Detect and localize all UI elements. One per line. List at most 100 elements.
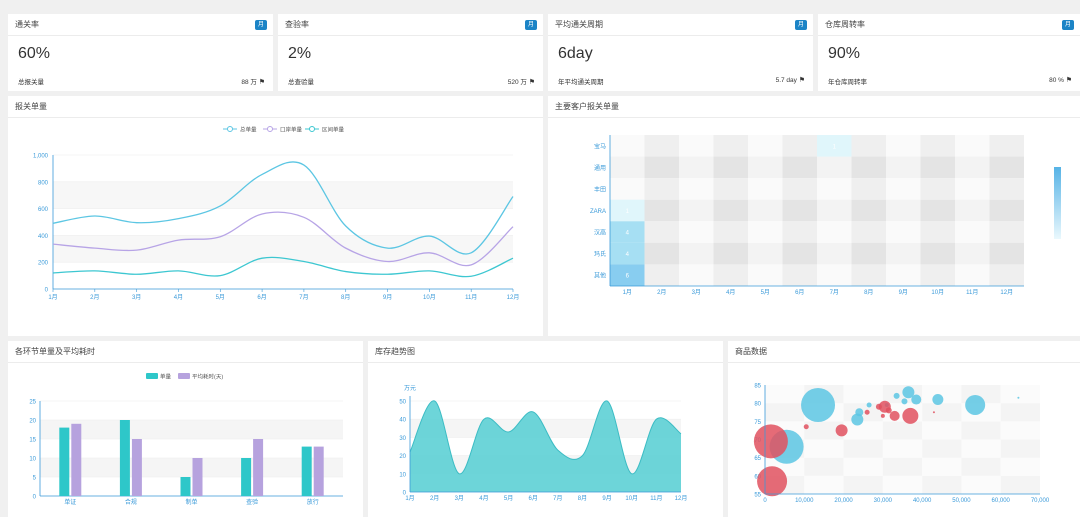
x-tick-label: 60,000	[992, 498, 1011, 504]
grid-cell	[922, 457, 962, 476]
heat-bg-cell	[955, 178, 990, 200]
grid-cell	[1000, 475, 1040, 494]
legend-label: 区间单量	[322, 126, 345, 134]
x-tick-label: 4月	[726, 289, 735, 296]
bubble-0	[902, 386, 915, 399]
x-tick-label: 6月	[257, 294, 266, 301]
heat-bg-cell	[989, 264, 1024, 286]
kpi-figure: 88 万	[241, 79, 257, 86]
heat-bg-cell	[989, 242, 1024, 265]
bubble-0	[911, 394, 922, 405]
heat-bg-cell	[748, 135, 783, 157]
heat-bg-cell	[817, 178, 852, 200]
heat-bg-cell	[886, 221, 921, 243]
period-badge[interactable]: 月	[1062, 20, 1074, 30]
heat-bg-cell	[920, 221, 955, 243]
bubble-0	[901, 398, 908, 405]
panel-title: 库存趋势图	[368, 341, 723, 363]
heat-bg-cell	[782, 264, 817, 286]
heat-bg-cell	[644, 156, 679, 179]
period-badge[interactable]: 月	[525, 20, 537, 30]
y-tick-label: 10	[29, 457, 36, 463]
y-tick-label: 玛氏	[594, 250, 606, 258]
x-tick-label: 70,000	[1031, 498, 1050, 504]
heat-bg-cell	[644, 221, 679, 243]
kpi-title: 通关率	[8, 14, 273, 36]
heat-bg-cell	[782, 156, 817, 179]
kpi-card-inspection: 查验率 月 2% 总查验量 520 万 ⚑	[278, 14, 543, 91]
bubble-1	[932, 411, 935, 414]
visual-map-bar	[1054, 167, 1061, 239]
bar-0	[241, 458, 252, 496]
heat-bg-cell	[679, 264, 714, 286]
y-tick-label: 10	[399, 472, 406, 478]
bubble-1	[864, 409, 870, 415]
bar-0	[180, 477, 191, 496]
bubble-1	[803, 424, 809, 430]
x-tick-label: 制单	[185, 498, 197, 506]
y-tick-label: 800	[38, 180, 49, 186]
period-badge[interactable]: 月	[795, 20, 807, 30]
y-axis-unit: 万元	[404, 385, 416, 392]
heat-bg-cell	[644, 135, 679, 157]
x-tick-label: 8月	[864, 289, 873, 296]
x-tick-label: 9月	[383, 294, 392, 301]
y-tick-label: 25	[29, 400, 36, 406]
x-tick-label: 10月	[931, 289, 944, 296]
kpi-value: 60%	[18, 45, 51, 62]
y-tick-label: ZARA	[590, 209, 606, 215]
y-tick-label: 50	[399, 400, 406, 406]
period-badge[interactable]: 月	[255, 20, 267, 30]
heat-bg-cell	[713, 156, 748, 179]
x-tick-label: 6月	[795, 289, 804, 296]
heat-bg-cell	[610, 135, 645, 157]
heat-bg-cell	[851, 135, 886, 157]
x-tick-label: 11月	[465, 294, 477, 301]
x-tick-label: 10月	[423, 294, 436, 301]
x-tick-label: 40,000	[913, 498, 932, 504]
heat-bg-cell	[782, 199, 817, 222]
bubble-0	[851, 413, 864, 426]
bar-1	[313, 446, 324, 496]
grid-cell	[765, 385, 805, 404]
bubble-0	[893, 392, 900, 399]
x-tick-label: 11月	[966, 289, 978, 296]
x-tick-label: 12月	[1000, 289, 1013, 296]
bubble-0	[965, 394, 986, 415]
heat-bg-cell	[679, 199, 714, 222]
legend-marker	[227, 126, 233, 132]
heat-bg-cell	[748, 221, 783, 243]
heat-cell-value: 4	[626, 252, 630, 258]
area-fill	[410, 400, 681, 492]
kpi-figure: 80 %	[1049, 77, 1064, 84]
grid-cell	[843, 421, 883, 440]
bar-1	[131, 439, 142, 496]
grid-cell	[843, 385, 883, 404]
heat-bg-cell	[920, 264, 955, 286]
y-tick-label: 80	[754, 402, 761, 408]
heat-bg-cell	[817, 264, 852, 286]
y-tick-label: 200	[38, 261, 49, 267]
heat-bg-cell	[886, 156, 921, 179]
heat-bg-cell	[851, 221, 886, 243]
kpi-value: 2%	[288, 45, 312, 62]
heatmap-panel: 主要客户报关单量 1 1 4 4 6 1月 2月 3月 4月 5月 6月 7月 8月 9月 10月 11月 12…	[548, 96, 1080, 336]
bubble-1	[835, 424, 848, 437]
y-tick-label: 0	[45, 288, 49, 294]
grid-cell	[922, 403, 962, 422]
bar-0	[301, 446, 312, 496]
grid-band	[40, 420, 343, 439]
heat-bg-cell	[748, 178, 783, 200]
y-tick-label: 其他	[594, 272, 606, 280]
bubble-chart-panel: 商品数据 55606570758085010,00020,00030,00040…	[728, 341, 1080, 517]
bubble-chart: 55606570758085010,00020,00030,00040,0005…	[753, 384, 1050, 504]
heat-cell	[610, 242, 645, 265]
y-tick-label: 30	[399, 436, 406, 442]
bubble-1	[889, 410, 900, 421]
panel-title: 主要客户报关单量	[548, 96, 1080, 118]
heat-bg-cell	[644, 264, 679, 286]
x-tick-label: 9月	[602, 495, 611, 502]
series-line-2	[52, 256, 514, 278]
x-tick-label: 12月	[675, 495, 688, 502]
x-tick-label: 8月	[341, 294, 350, 301]
